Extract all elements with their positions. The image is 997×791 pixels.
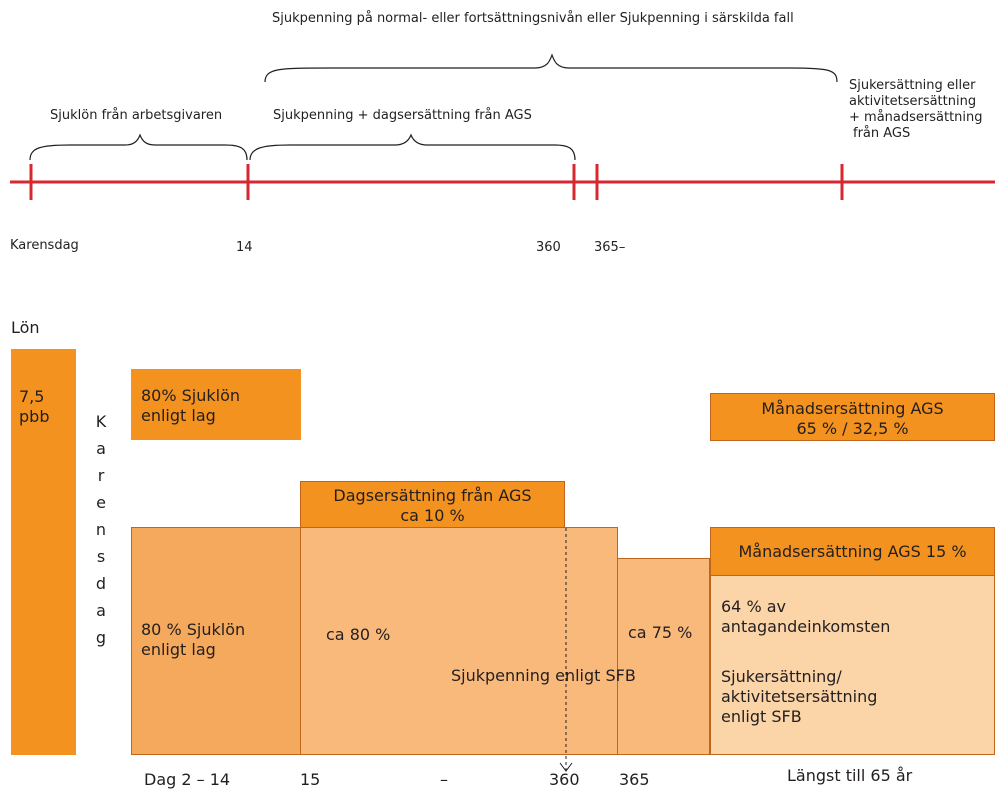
- tick-label-14: 14: [236, 240, 253, 255]
- label-sjukpenning-sfb: Sjukpenning enligt SFB: [451, 666, 636, 685]
- axis-label-365: 365: [619, 770, 650, 789]
- axis-label-dash: –: [440, 770, 448, 789]
- timeline-top-caption: Sjukpenning på normal- eller fortsättnin…: [272, 11, 794, 26]
- salary-label: Lön: [11, 318, 40, 337]
- box-ca75: ca 75 %: [617, 558, 710, 755]
- brace-label-disability: Sjukersättning eller aktivitetsersättnin…: [849, 78, 983, 141]
- tick-label-360: 360: [536, 240, 561, 255]
- box-sjukersattning: 64 % av antagandeinkomsten Sjukersättnin…: [710, 575, 995, 755]
- brace-sjukpenning-period: [264, 53, 838, 83]
- axis-label-15: 15: [300, 770, 321, 789]
- axis-label-360: 360: [549, 770, 580, 789]
- box-sjuklon-main: 80 % Sjuklön enligt lag: [131, 527, 301, 755]
- box-monthly-15: Månadsersättning AGS 15 %: [710, 527, 995, 576]
- salary-bar: 7,5 pbb: [11, 349, 76, 755]
- brace-label-sickpay: Sjukpenning + dagsersättning från AGS: [273, 108, 532, 123]
- box-sjuklon-top: 80% Sjuklön enligt lag: [131, 369, 301, 440]
- box-sjukpenning: ca 80 %: [300, 527, 618, 755]
- tick-label-karensdag: Karensdag: [10, 238, 79, 253]
- tick-label-365: 365–: [594, 240, 626, 255]
- brace-label-employer: Sjuklön från arbetsgivaren: [50, 108, 223, 123]
- brace-employer: [29, 133, 248, 161]
- box-monthly-top: Månadsersättning AGS 65 % / 32,5 %: [710, 393, 995, 441]
- karensdag-vertical: K a r e n s d a g: [95, 412, 107, 647]
- axis-label-max-65: Längst till 65 år: [787, 766, 913, 785]
- axis-label-dag2-14: Dag 2 – 14: [144, 770, 231, 789]
- label-ca75: ca 75 %: [628, 623, 693, 642]
- label-ca80: ca 80 %: [326, 625, 391, 644]
- brace-sickpay: [249, 133, 576, 161]
